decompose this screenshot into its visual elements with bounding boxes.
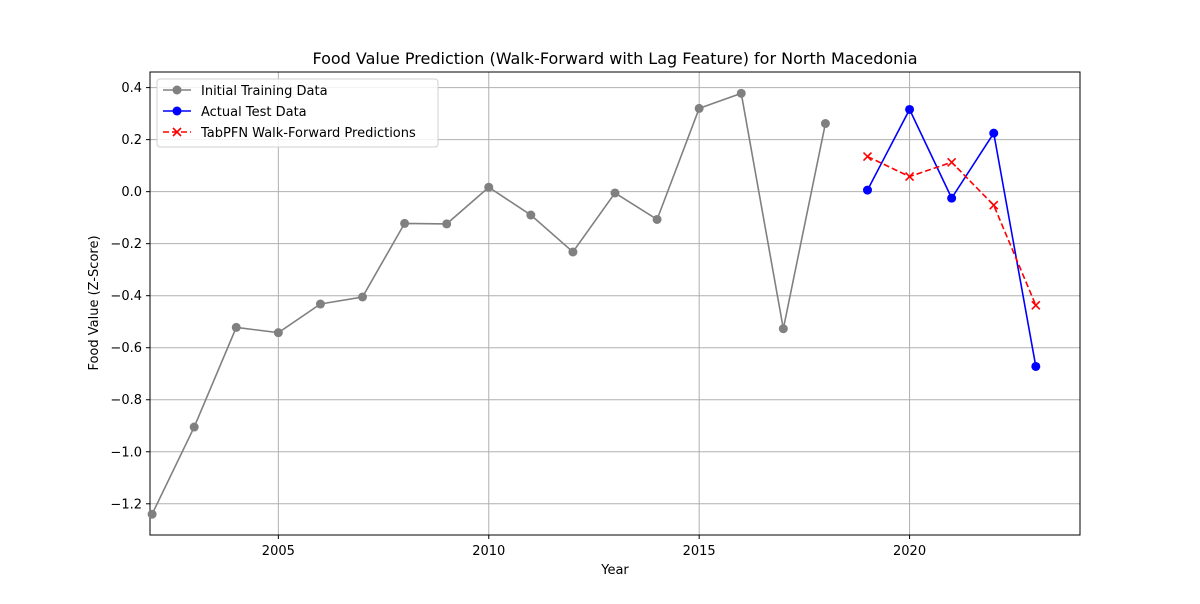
legend-entry: Actual Test Data (163, 105, 307, 120)
data-point (778, 324, 788, 334)
data-point (526, 210, 536, 220)
data-point (652, 214, 662, 224)
legend-marker (172, 85, 182, 95)
data-point (989, 200, 999, 210)
data-point (862, 185, 872, 195)
data-point (862, 151, 873, 162)
data-point (273, 328, 283, 338)
y-tick-label: −0.4 (110, 289, 142, 304)
data-point (231, 322, 241, 332)
y-tick-label: 0.2 (121, 133, 142, 148)
data-point (610, 188, 620, 198)
data-point (358, 292, 368, 302)
data-point (989, 128, 999, 138)
y-tick-label: −0.8 (110, 393, 142, 408)
legend: Initial Training Data Actual Test Data Tab… (156, 78, 439, 148)
data-point (568, 247, 578, 257)
data-point (147, 509, 157, 519)
marker-stroke (905, 171, 915, 182)
legend-entry: Initial Training Data (163, 84, 328, 99)
data-point (484, 182, 494, 192)
chart-title: Food Value Prediction (Walk-Forward with… (312, 49, 917, 68)
data-point (694, 103, 704, 113)
marker-stroke (1031, 300, 1041, 310)
x-axis-label: Year (600, 563, 629, 578)
data-point (1031, 300, 1041, 310)
legend-label: Initial Training Data (201, 84, 328, 99)
series-layer (147, 88, 1041, 519)
y-tick-label: −1.0 (110, 445, 142, 460)
series-1 (862, 104, 1041, 371)
data-point (947, 193, 957, 203)
marker-stroke (989, 200, 999, 210)
data-point (736, 88, 746, 98)
plot-frame (149, 71, 1081, 536)
legend-label: TabPFN Walk-Forward Predictions (200, 126, 416, 141)
data-point (315, 299, 325, 309)
data-point (1031, 361, 1041, 371)
data-point (189, 422, 199, 432)
data-point (442, 219, 452, 229)
y-tick-label: 0.0 (121, 185, 142, 200)
marker-stroke (947, 157, 957, 167)
series-2 (862, 151, 1041, 310)
legend-marker (172, 106, 182, 116)
data-point (947, 157, 957, 167)
y-tick-label: 0.4 (121, 81, 142, 96)
y-tick-label: −1.2 (110, 497, 142, 512)
x-tick-label: 2020 (893, 544, 926, 559)
data-point (905, 171, 915, 182)
x-tick-label: 2005 (262, 544, 295, 559)
x-tick-label: 2010 (472, 544, 505, 559)
legend-frame (156, 78, 439, 148)
legend-label: Actual Test Data (201, 105, 307, 120)
y-tick-label: −0.6 (110, 341, 142, 356)
marker-stroke (862, 151, 873, 162)
data-point (820, 119, 830, 129)
data-point (400, 218, 410, 228)
legend-marker (172, 127, 182, 137)
y-axis-label: Food Value (Z-Score) (87, 235, 102, 370)
series-0 (147, 88, 830, 519)
axes-layer: 2005 2010 2015 2020 −1.2 −1.0 −0.8 −0.6 −0.4 −0.2… (110, 71, 1081, 559)
data-point (905, 104, 915, 114)
legend-entry: TabPFN Walk-Forward Predictions (163, 126, 416, 141)
x-tick-label: 2015 (683, 544, 716, 559)
y-tick-label: −0.2 (110, 237, 142, 252)
